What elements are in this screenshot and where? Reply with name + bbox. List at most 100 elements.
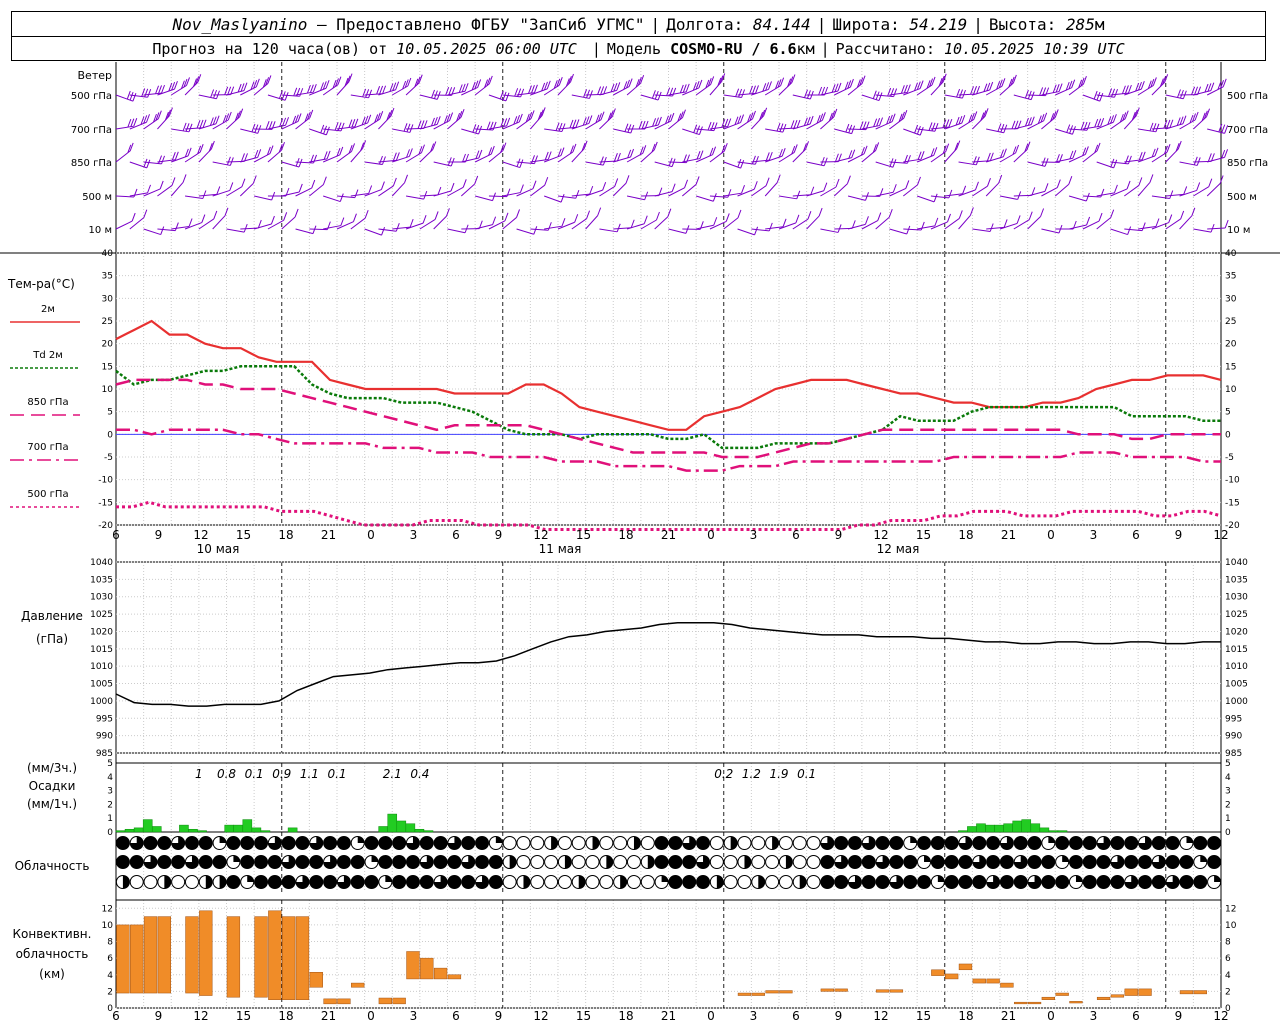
temp-x-tick: 3 — [750, 528, 758, 542]
wind-barb-shaft — [668, 228, 687, 234]
header-station-bar: Nov_Maslyanino — Предоставлено ФГБУ "Зап… — [11, 11, 1266, 37]
cloud-cover-fill — [1138, 836, 1152, 850]
wind-barb-flag — [281, 142, 285, 151]
wind-barb-shaft — [544, 225, 563, 230]
wind-barb-flag — [458, 110, 463, 120]
wind-barb-flag — [1127, 155, 1132, 165]
wind-barb-flag — [1100, 188, 1105, 198]
cloud-cover-fill — [365, 836, 379, 850]
wind-barb-flag — [306, 111, 311, 120]
cloud-cover-fill — [434, 855, 448, 869]
wind-barb-flag — [354, 118, 359, 127]
wind-barb-shaft — [253, 223, 272, 230]
wind-barb-flag — [834, 83, 839, 92]
wind-barb-flag — [344, 77, 349, 87]
cloud-cover-fill — [392, 836, 406, 850]
pressure-y-tick-right: 1000 — [1225, 697, 1248, 707]
temp-y-tick-right: 20 — [1225, 340, 1237, 350]
precip-bar — [260, 830, 271, 833]
wind-barb-flag — [352, 213, 357, 222]
wind-barb-flag — [188, 218, 193, 227]
cloud-cover-symbol — [184, 875, 199, 889]
wind-barb-shaft — [792, 148, 806, 163]
cloud-cover-fill — [378, 836, 392, 850]
wind-barb-flag — [1162, 76, 1167, 85]
wind-barb-shaft — [599, 228, 618, 233]
wind-barb-flag — [546, 80, 551, 90]
wind-barb-shaft — [115, 195, 135, 198]
cloud-cover-symbol — [544, 875, 559, 889]
wind-barb-shaft — [1013, 149, 1028, 163]
wind-barb-flag — [670, 112, 675, 122]
wind-barb-flag — [558, 122, 563, 132]
conv-x-tick: 12 — [533, 1009, 548, 1023]
cloud-cover-fill — [958, 855, 972, 869]
wind-barb-shaft — [1207, 227, 1226, 230]
wind-barb-flag — [143, 158, 148, 168]
wind-barb-flag — [835, 178, 840, 188]
wind-barb-flag — [155, 85, 160, 94]
wind-barb-flag — [803, 117, 808, 126]
wind-barb-flag — [322, 176, 327, 185]
precip-y-tick-right: 2 — [1225, 800, 1231, 810]
wind-barb-shaft — [364, 93, 383, 96]
wind-barb-shaft — [751, 228, 770, 232]
wind-barb-shaft — [1096, 217, 1111, 230]
wind-barb-flag — [987, 178, 991, 187]
wind-barb-flag — [609, 110, 614, 119]
wind-barb-flag — [914, 124, 919, 134]
wind-barb-shaft — [585, 215, 599, 230]
wind-barb-flag — [556, 78, 561, 88]
cloud-cover-fill — [1041, 855, 1055, 869]
wind-barb-flag — [1194, 111, 1199, 121]
wind-barb-flag — [417, 120, 422, 129]
wind-barb-flag — [422, 214, 427, 224]
cloud-cover-fill — [495, 836, 503, 843]
wind-barb-flag — [298, 158, 303, 168]
wind-barb-shaft — [764, 182, 778, 197]
cloud-cover-fill — [213, 855, 227, 869]
wind-barb-flag — [640, 75, 645, 84]
wind-barb-flag — [872, 90, 877, 99]
precip-title: Осадки — [29, 779, 76, 793]
conv-x-tick: 0 — [367, 1009, 375, 1023]
precip-bar — [233, 824, 244, 833]
wind-barb-flag — [755, 85, 759, 94]
wind-barb-flag — [707, 121, 712, 131]
wind-barb-flag — [1002, 148, 1007, 157]
wind-barb-flag — [226, 156, 231, 166]
wind-barb-flag — [903, 84, 908, 94]
wind-barb-flag — [462, 179, 467, 188]
wind-barb-flag — [983, 83, 988, 92]
wind-barb-flag — [796, 119, 801, 129]
cloud-cover-fill — [130, 855, 144, 869]
cloud-cover-fill — [226, 836, 240, 850]
temp-x-tick: 15 — [236, 528, 251, 542]
pressure-y-tick-left: 1035 — [90, 575, 113, 585]
conv-bar — [185, 916, 199, 994]
cloud-cover-fill — [889, 875, 903, 889]
wind-barb-flag — [1166, 119, 1171, 129]
wind-barb-shaft — [447, 228, 466, 234]
conv-bar — [1096, 996, 1111, 1000]
wind-barb-flag — [597, 207, 602, 216]
wind-barb-flag — [1082, 147, 1087, 156]
cloud-cover-fill — [171, 855, 185, 869]
wind-barb-flag — [1152, 77, 1157, 86]
wind-barb-flag — [724, 118, 729, 128]
cloud-cover-symbol — [806, 875, 821, 889]
wind-barb-shaft — [723, 217, 739, 230]
temp-x-tick: 18 — [278, 528, 293, 542]
wind-barb-flag — [503, 118, 508, 127]
wind-barb-flag — [848, 150, 853, 159]
wind-barb-flag — [475, 150, 480, 159]
precip-bar — [242, 819, 253, 833]
cloud-cover-fill — [862, 875, 876, 889]
wind-barb-shaft — [281, 94, 300, 97]
wind-barb-flag — [403, 123, 408, 132]
wind-barb-flag — [174, 222, 179, 231]
temp-series-line — [116, 428, 1221, 472]
temp-series-line — [115, 319, 1222, 431]
wind-barb-flag — [364, 115, 369, 125]
wind-barb-shaft — [695, 195, 714, 202]
